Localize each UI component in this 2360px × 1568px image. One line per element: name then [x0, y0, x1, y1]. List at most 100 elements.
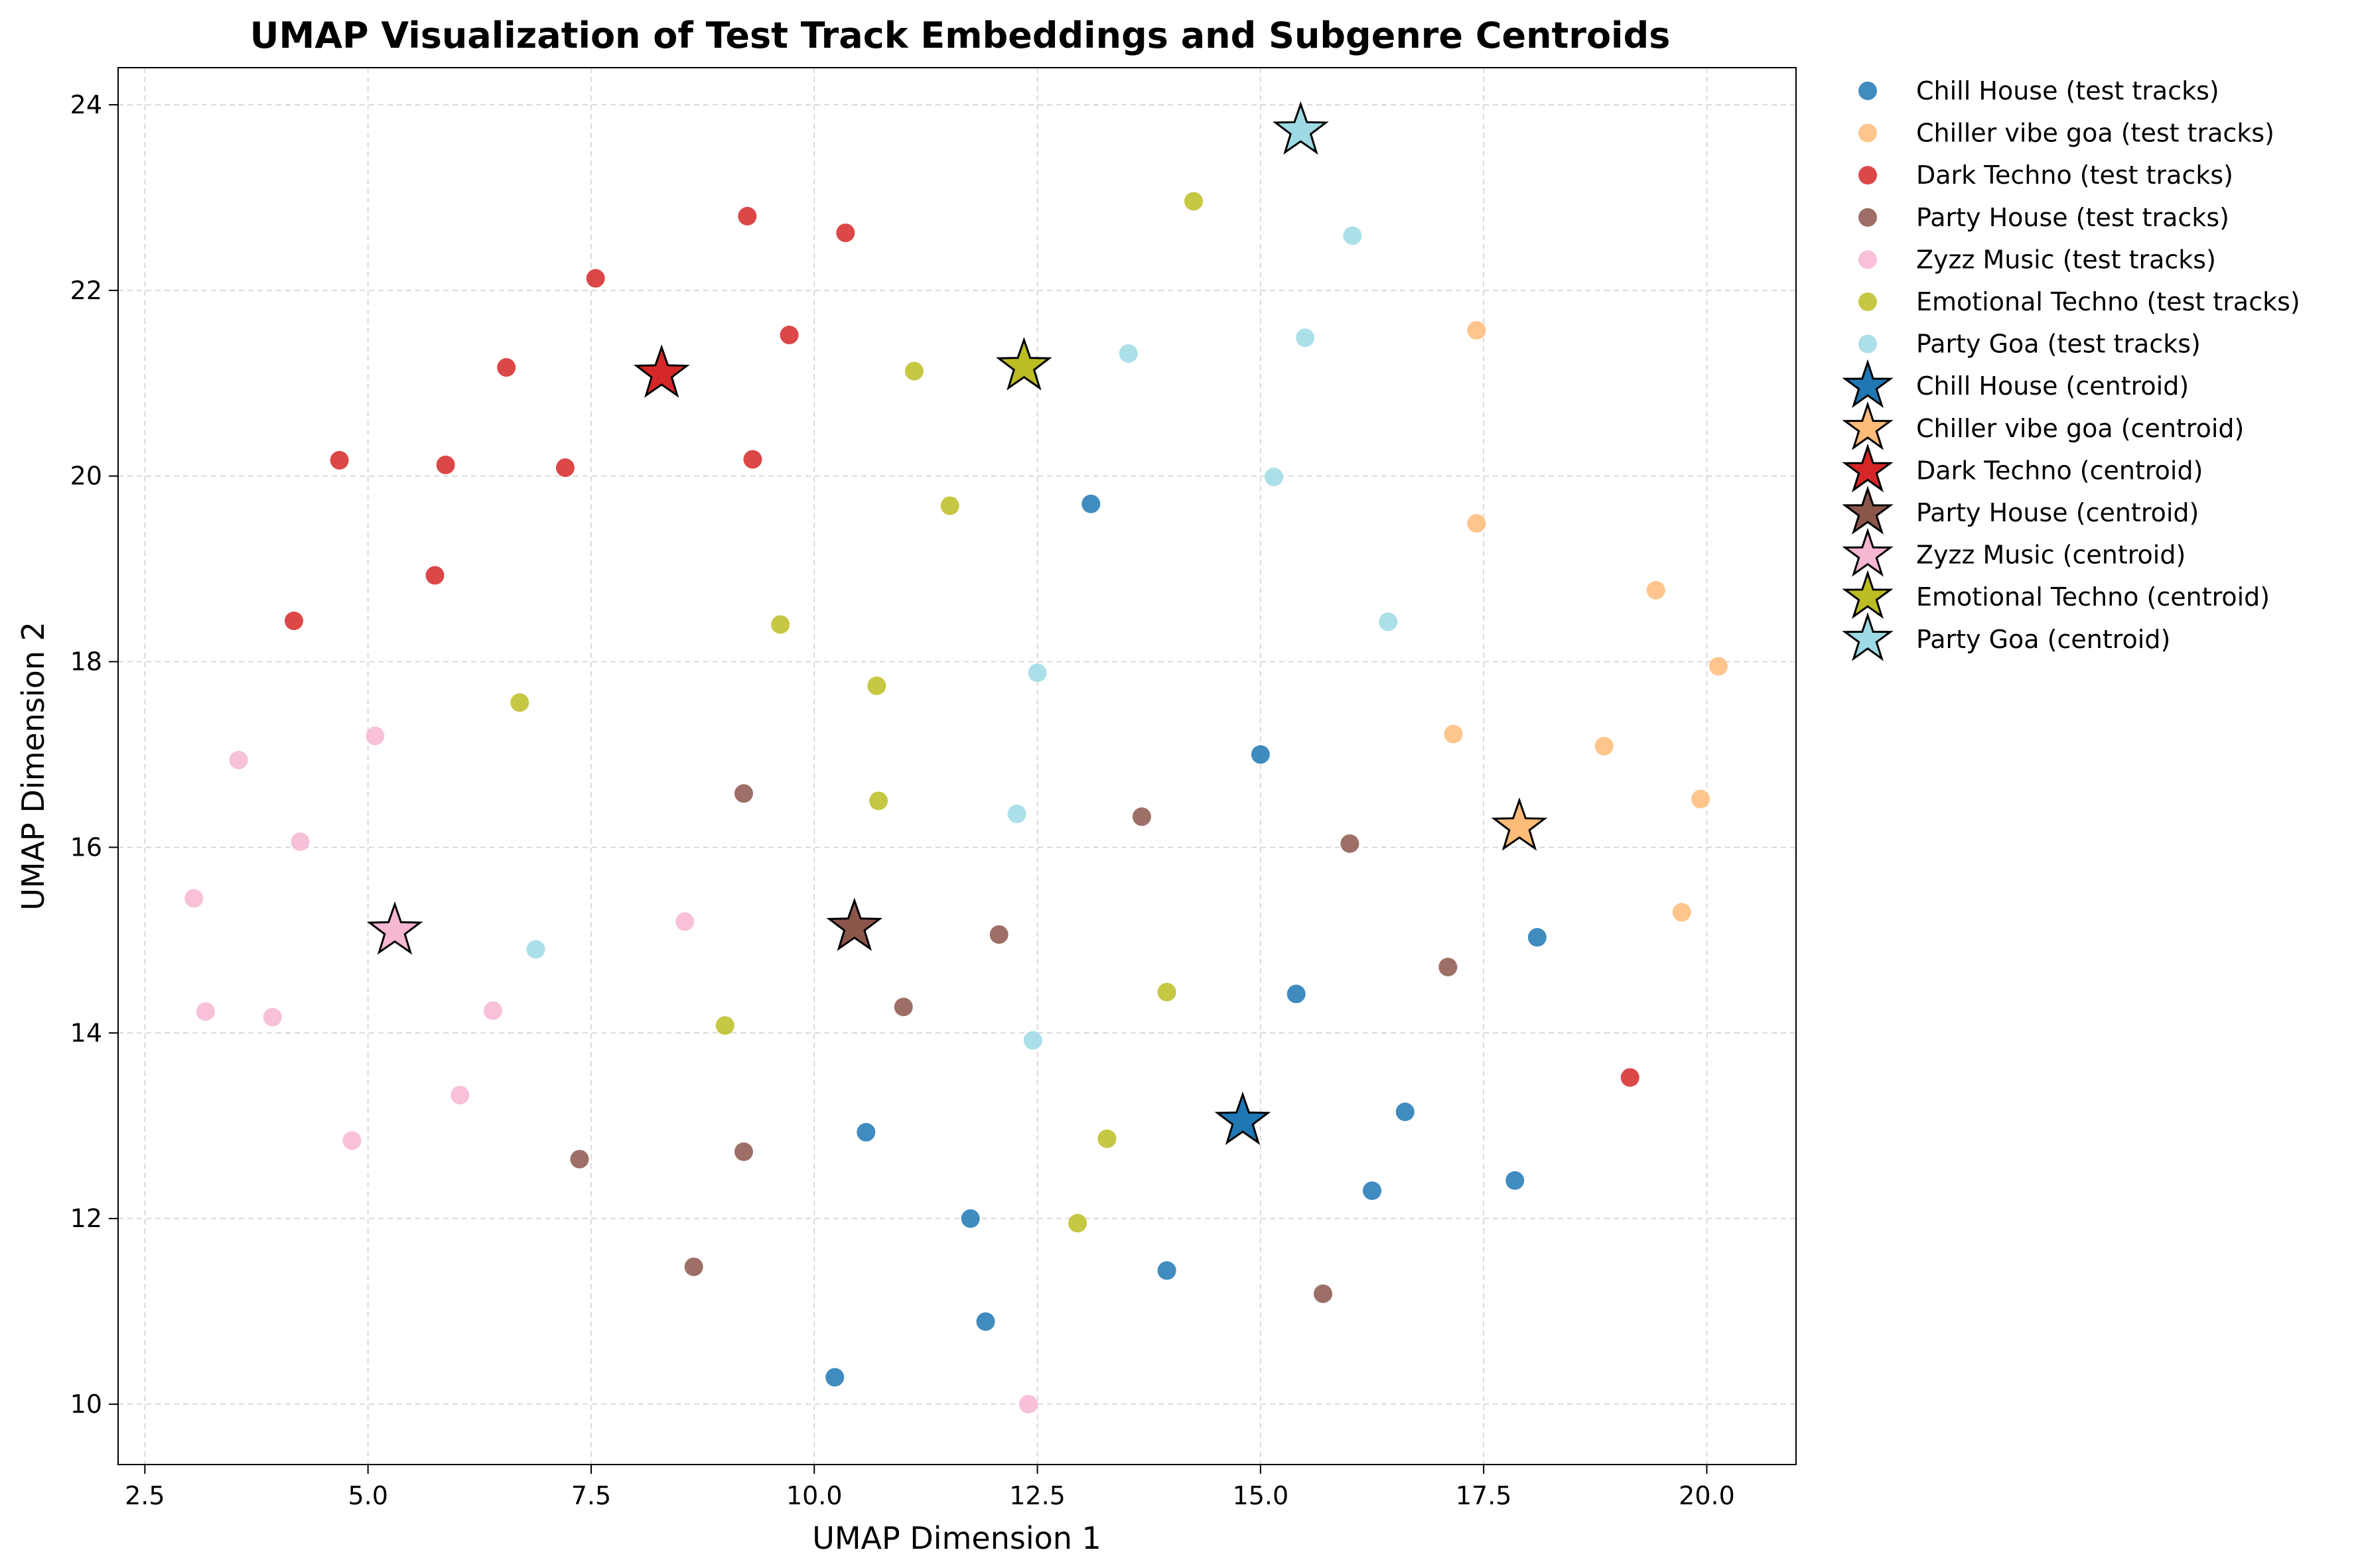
- legend-marker: [1858, 166, 1877, 185]
- data-point: [1467, 321, 1486, 340]
- data-point: [330, 450, 349, 470]
- legend-label: Party Goa (centroid): [1916, 625, 2170, 654]
- legend-marker: [1858, 293, 1877, 311]
- data-point: [1343, 226, 1362, 245]
- data-point: [196, 1002, 215, 1021]
- centroid-star: [633, 344, 690, 398]
- data-point: [1438, 957, 1458, 976]
- centroid-star: [826, 897, 883, 951]
- data-point: [940, 496, 959, 515]
- data-point: [1708, 657, 1728, 676]
- data-point: [510, 693, 529, 712]
- legend: Chill House (test tracks) Chiller vibe go…: [1842, 76, 2300, 661]
- data-point: [184, 889, 204, 908]
- y-tick-label: 22: [70, 276, 102, 305]
- data-point: [1157, 1261, 1176, 1280]
- x-axis-label: UMAP Dimension 1: [812, 1520, 1101, 1556]
- legend-marker: [1858, 208, 1877, 227]
- legend-label: Dark Techno (centroid): [1916, 456, 2203, 485]
- legend-label: Chill House (test tracks): [1916, 76, 2219, 105]
- data-point: [1132, 807, 1151, 826]
- data-point: [1157, 982, 1176, 1002]
- data-point: [1251, 745, 1270, 764]
- data-point: [1286, 984, 1306, 1004]
- data-point: [743, 450, 762, 469]
- data-point: [1527, 928, 1547, 947]
- data-point: [366, 726, 385, 746]
- legend-label: Party House (test tracks): [1916, 203, 2229, 232]
- data-point: [526, 940, 545, 959]
- legend-label: Chill House (centroid): [1916, 371, 2189, 401]
- legend-label: Party Goa (test tracks): [1916, 330, 2201, 359]
- data-point: [497, 358, 516, 377]
- grid-lines: [118, 68, 1796, 1465]
- plot-frame: [117, 67, 1797, 1465]
- y-tick-label: 10: [70, 1390, 102, 1419]
- data-point: [263, 1008, 282, 1027]
- x-tick-label: 7.5: [571, 1481, 611, 1510]
- data-point: [734, 1142, 753, 1161]
- centroid-star: [995, 337, 1052, 391]
- data-point: [771, 615, 790, 634]
- data-point: [451, 1086, 470, 1105]
- legend-label: Emotional Techno (centroid): [1916, 582, 2270, 612]
- data-point: [1467, 514, 1486, 533]
- y-tick-label: 20: [70, 462, 102, 491]
- data-point: [1068, 1214, 1087, 1233]
- legend-marker: [1858, 123, 1877, 143]
- data-point: [857, 1123, 876, 1142]
- data-point: [1594, 736, 1614, 755]
- legend-label: Zyzz Music (centroid): [1916, 541, 2186, 570]
- data-point: [1444, 724, 1463, 744]
- data-point: [1395, 1102, 1415, 1122]
- chart-title: UMAP Visualization of Test Track Embeddi…: [250, 15, 1671, 56]
- legend-label: Zyzz Music (test tracks): [1916, 245, 2216, 274]
- legend-label: Emotional Techno (test tracks): [1916, 287, 2300, 316]
- data-point: [1023, 1031, 1042, 1050]
- x-tick-label: 10.0: [786, 1481, 843, 1510]
- data-point: [1265, 468, 1284, 487]
- data-point: [1646, 580, 1665, 600]
- data-point: [1097, 1129, 1117, 1148]
- data-point: [675, 912, 695, 931]
- legend-label: Party House (centroid): [1916, 498, 2199, 527]
- x-tick-label: 15.0: [1233, 1481, 1289, 1510]
- data-points: [184, 192, 1728, 1414]
- data-point: [894, 998, 913, 1017]
- y-tick-label: 16: [70, 832, 102, 862]
- data-point: [1672, 903, 1691, 922]
- data-point: [780, 326, 799, 345]
- legend-marker: [1858, 82, 1877, 100]
- legend-marker: [1842, 486, 1894, 535]
- data-point: [1007, 805, 1026, 824]
- legend-label: Chiller vibe goa (centroid): [1916, 414, 2244, 443]
- legend-marker: [1842, 612, 1894, 661]
- legend-marker: [1842, 527, 1894, 577]
- centroid-star: [366, 901, 423, 955]
- data-point: [825, 1368, 845, 1387]
- data-point: [229, 750, 248, 769]
- centroid-markers: [366, 101, 1548, 1145]
- data-point: [1340, 834, 1359, 853]
- legend-marker: [1842, 359, 1894, 409]
- data-point: [836, 224, 855, 243]
- legend-marker: [1858, 334, 1877, 354]
- x-tick-label: 17.5: [1456, 1481, 1512, 1510]
- data-point: [867, 676, 886, 695]
- data-point: [738, 206, 757, 226]
- data-point: [1379, 612, 1398, 631]
- data-point: [1019, 1395, 1038, 1414]
- data-point: [1184, 192, 1203, 211]
- y-axis-label: UMAP Dimension 2: [15, 621, 51, 911]
- data-point: [555, 458, 575, 478]
- data-point: [1081, 494, 1101, 513]
- x-tick-label: 2.5: [125, 1481, 165, 1510]
- x-tick-label: 5.0: [348, 1481, 387, 1510]
- data-point: [586, 269, 605, 288]
- y-tick-label: 12: [70, 1204, 102, 1233]
- data-point: [1028, 663, 1047, 683]
- data-point: [989, 925, 1008, 944]
- centroid-star: [1491, 797, 1548, 851]
- centroid-star: [1273, 101, 1329, 155]
